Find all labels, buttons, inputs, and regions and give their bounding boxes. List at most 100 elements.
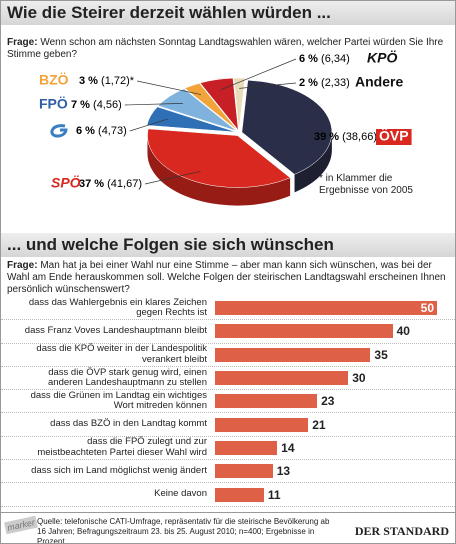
slice-previous-label: (38,66): [342, 131, 377, 143]
bar-chart: dass das Wahlergebnis ein klares Zeichen…: [1, 297, 455, 507]
bar-area: 40: [215, 324, 437, 339]
slice-label: 6 % (4,73): [76, 125, 127, 137]
bar-row: dass die FPÖ zulegt und zur meistbeachte…: [1, 436, 455, 461]
value-label: 13: [276, 464, 291, 479]
value-label: 14: [281, 440, 295, 455]
party-logo: SPÖ: [51, 175, 81, 191]
bar-row: dass die Grünen im Landtag ein wichtiges…: [1, 389, 455, 414]
value-label: 21: [312, 417, 326, 432]
slice-value-label: 7 %: [71, 99, 90, 111]
leader-line: [136, 80, 202, 95]
logo-box: [376, 129, 412, 145]
bar-row: dass Franz Voves Landeshauptmann bleibt 4…: [1, 320, 455, 344]
brand: DER STANDARD: [354, 524, 449, 538]
party-logo: Andere: [355, 74, 403, 90]
bar-row: dass die KPÖ weiter in der Landespolitik…: [1, 343, 455, 367]
pie-slice: [199, 77, 239, 131]
pie-slice: [184, 83, 238, 131]
slice-label: 3 % (1,72)*: [79, 75, 135, 87]
slice-previous-label: (41,67): [107, 178, 142, 190]
slice-value-label: 2 %: [299, 77, 318, 89]
slice-label: 7 % (4,56): [71, 99, 122, 111]
bar: [215, 347, 371, 362]
category-label: dass die FPÖ zulegt und zur meistbeachte…: [37, 436, 207, 458]
leader-line: [129, 118, 168, 132]
bar-area: 35: [215, 347, 437, 362]
party-logo: ÖVP: [379, 128, 409, 144]
bar-question: Frage: Man hat ja bei einer Wahl nur ein…: [7, 260, 447, 296]
pie-slice: [241, 80, 333, 175]
value-label: 50: [420, 301, 434, 316]
value-label: 11: [267, 487, 281, 502]
marker-logo: marker: [4, 515, 38, 535]
value-label: 40: [396, 324, 410, 339]
pie-slice-side: [147, 135, 291, 206]
question-text: Man hat ja bei einer Wahl nur eine Stimm…: [7, 260, 446, 295]
category-label: dass die ÖVP stark genug wird, einen and…: [48, 366, 207, 389]
question-label: Frage:: [7, 37, 38, 48]
category-label: dass sich im Land möglichst wenig ändert: [31, 464, 207, 476]
slice-label: 2 % (2,33): [299, 77, 350, 89]
bar-area: 13: [215, 464, 437, 479]
slice-previous-label: (2,33): [321, 77, 350, 89]
pie-chart: 6 % (6,34) KPÖ 2 % (2,33) Andere 39 % (38,66…: [39, 50, 412, 206]
bar: [215, 301, 437, 316]
bar: [215, 440, 278, 455]
bar-row: dass sich im Land möglichst wenig ändert…: [1, 460, 455, 484]
category-label: dass das BZÖ in den Landtag kommt: [50, 418, 207, 430]
footer: marker Quelle: telefonische CATI-Umfrage…: [1, 512, 455, 543]
bar-area: 50: [215, 301, 437, 316]
bar-area: 14: [215, 440, 437, 455]
category-label: Keine davon: [154, 488, 207, 500]
leader-line: [124, 103, 183, 106]
pie-slice-side: [294, 132, 332, 193]
slice-previous-label: (4,56): [93, 99, 122, 111]
bar-area: 11: [215, 487, 437, 502]
slice-value-label: 39 %: [314, 131, 339, 143]
bar: [215, 394, 318, 409]
bar: [215, 487, 264, 502]
value-label: 35: [374, 347, 388, 362]
category-label: dass die KPÖ weiter in der Landespolitik…: [36, 343, 207, 365]
party-logo-icon: [50, 124, 68, 138]
category-label: dass die Grünen im Landtag ein wichtiges…: [30, 389, 207, 412]
pie-slice: [147, 128, 291, 188]
party-logo: KPÖ: [367, 50, 397, 66]
slice-value-label: 3 %: [79, 75, 98, 87]
bar: [215, 464, 273, 479]
bar-row: dass das BZÖ in den Landtag kommt 21: [1, 413, 455, 437]
question-text: Wenn schon am nächsten Sonntag Landtagsw…: [7, 37, 444, 60]
slice-value-label: 6 %: [299, 53, 318, 65]
leader-line: [144, 170, 201, 185]
bar: [215, 324, 393, 339]
pie-title: Wie die Steirer derzeit wählen würden ..…: [1, 1, 455, 25]
value-label: 30: [352, 371, 366, 386]
question-label: Frage:: [7, 260, 38, 271]
slice-previous-label: (6,34): [321, 53, 350, 65]
bar-row: Keine davon 11: [1, 483, 455, 507]
bar-row: dass das Wahlergebnis ein klares Zeichen…: [1, 296, 455, 321]
bar: [215, 417, 309, 432]
pie-annotation: * in Klammer die Ergebnisse von 2005: [319, 173, 413, 196]
slice-previous-label: (1,72)*: [101, 75, 135, 87]
bar: [215, 371, 349, 386]
category-label: dass Franz Voves Landeshauptmann bleibt: [24, 325, 207, 337]
slice-value-label: 37 %: [79, 178, 104, 190]
slice-value-label: 6 %: [76, 125, 95, 137]
slice-label: 6 % (6,34): [299, 53, 350, 65]
pie-question: Frage: Wenn schon am nächsten Sonntag La…: [7, 37, 447, 61]
category-label: dass das Wahlergebnis ein klares Zeichen…: [28, 296, 207, 319]
bar-area: 30: [215, 371, 437, 386]
value-label: 23: [321, 394, 335, 409]
slice-label: 39 % (38,66): [314, 131, 377, 143]
pie-slice: [157, 88, 237, 132]
leader-line: [220, 58, 297, 91]
slice-previous-label: (4,73): [98, 125, 127, 137]
slice-label: 37 % (41,67): [79, 178, 142, 190]
bar-area: 21: [215, 417, 437, 432]
bar-row: dass die ÖVP stark genug wird, einen and…: [1, 366, 455, 391]
party-logo: BZÖ: [39, 72, 69, 88]
pie-slice: [233, 77, 246, 131]
party-logo: FPÖ: [39, 96, 68, 112]
